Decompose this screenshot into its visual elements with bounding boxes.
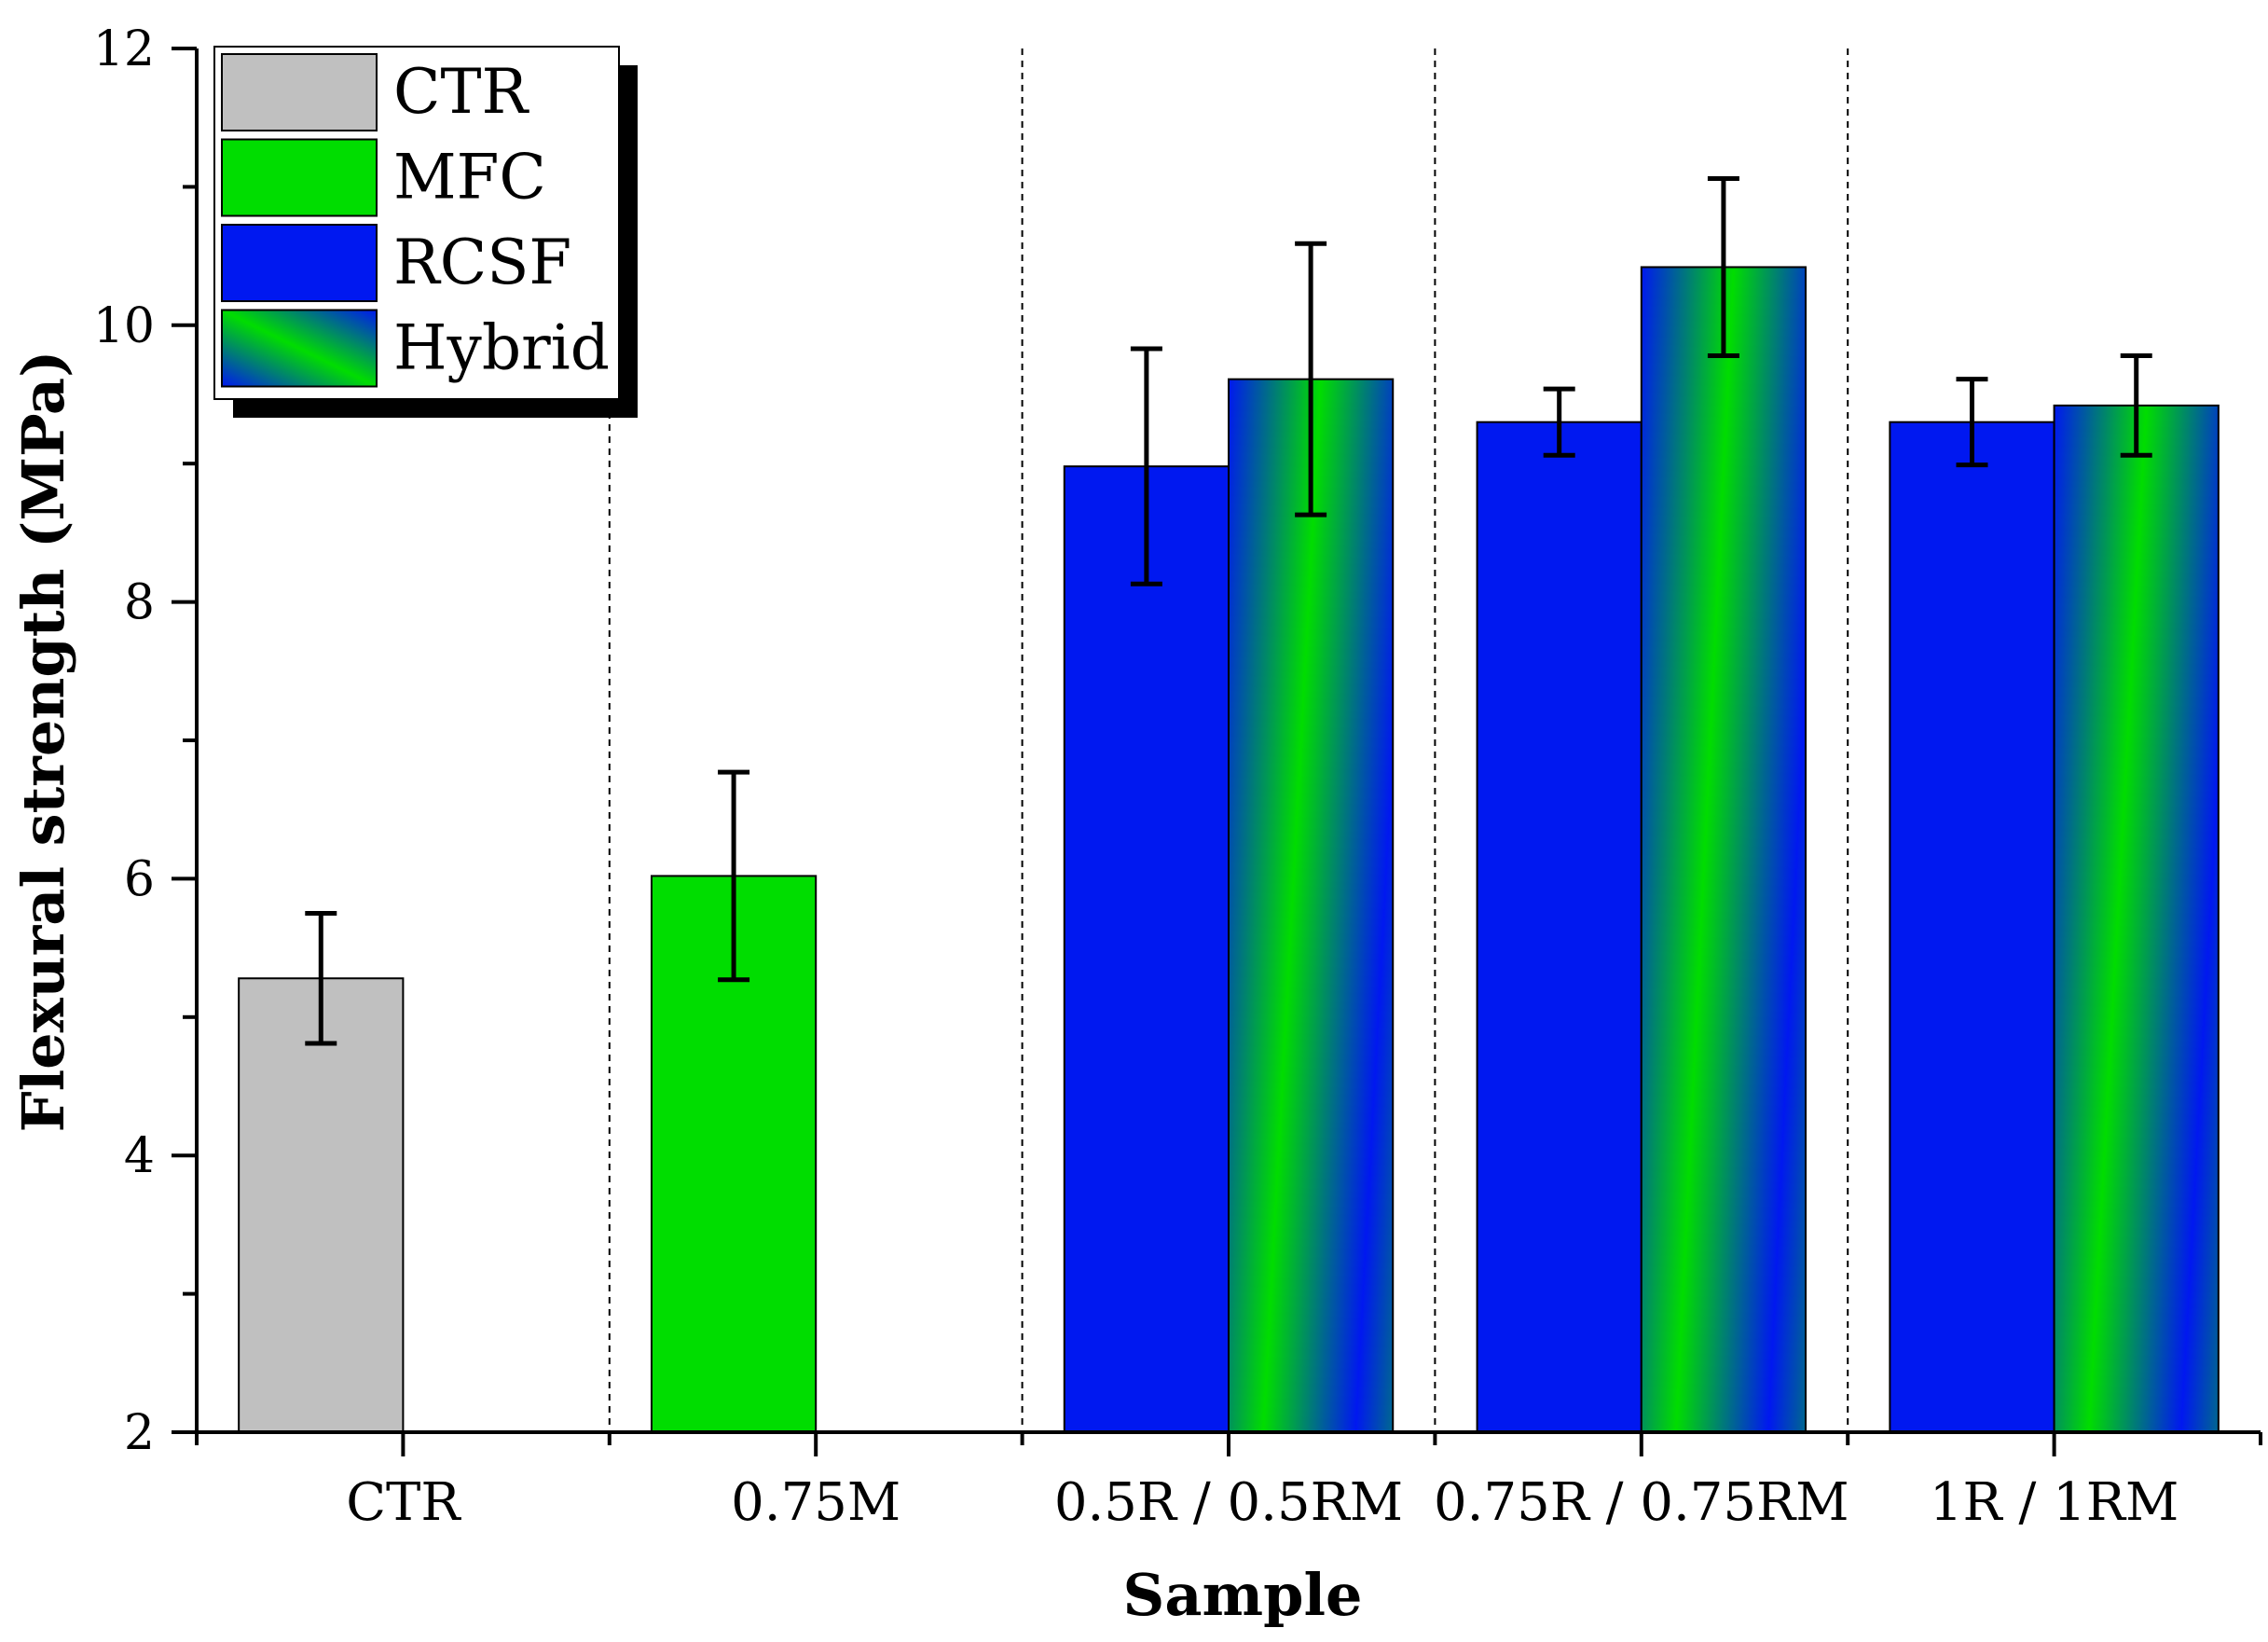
- legend-item-hybrid: Hybrid: [221, 309, 610, 388]
- legend-item-rcsf: RCSF: [221, 224, 571, 302]
- y-tick-label: 8: [124, 575, 155, 631]
- bar-hybrid-0-75r-0-75rm: [1640, 266, 1808, 1433]
- legend-swatch: [221, 224, 378, 302]
- legend-swatch: [221, 309, 378, 388]
- bar-rcsf-0-5r-0-5rm: [1063, 465, 1230, 1434]
- legend-item-ctr: CTR: [221, 53, 530, 131]
- bar-hybrid-1r-1rm: [2053, 404, 2220, 1434]
- x-tick-label: 0.75R / 0.75RM: [1434, 1472, 1849, 1533]
- group-separators: [608, 48, 1849, 1432]
- x-ticks: CTR 0.75M 0.5R / 0.5RM 0.75R / 0.75RM 1R / 1…: [195, 1432, 2262, 1533]
- x-tick-label: 1R / 1RM: [1930, 1472, 2179, 1533]
- legend-item-mfc: MFC: [221, 138, 546, 217]
- error-bar-hybrid-0-5r-0-5rm: [1295, 241, 1327, 517]
- bar-rcsf-0-75r-0-75rm: [1476, 421, 1643, 1433]
- bar-ctr-ctr: [238, 977, 405, 1434]
- error-bars-layer: [305, 175, 2152, 1046]
- error-bar-rcsf-0-5r-0-5rm: [1130, 346, 1162, 586]
- y-tick-label: 2: [124, 1405, 155, 1461]
- error-bar-mfc-0-75m: [718, 769, 750, 983]
- legend-label: Hybrid: [393, 312, 610, 384]
- x-tick-label: CTR: [346, 1472, 461, 1533]
- bar-rcsf-1r-1rm: [1889, 421, 2055, 1433]
- legend-label: MFC: [393, 142, 546, 214]
- bars-layer: [238, 266, 2220, 1434]
- x-tick-label: 0.75M: [731, 1472, 900, 1533]
- error-bar-rcsf-0-75r-0-75rm: [1543, 386, 1575, 458]
- legend-swatch: [221, 138, 378, 217]
- y-axis-title: Flexural strength (MPa): [9, 351, 77, 1133]
- error-bar-rcsf-1r-1rm: [1956, 377, 1988, 468]
- x-axis-title: Sample: [1123, 1561, 1363, 1629]
- error-bar-hybrid-1r-1rm: [2120, 352, 2152, 458]
- y-tick-label: 12: [93, 21, 155, 77]
- legend-swatch: [221, 53, 378, 131]
- legend-label: RCSF: [393, 227, 571, 298]
- legend: CTR MFC RCSF Hybrid: [213, 46, 638, 418]
- legend-label: CTR: [393, 56, 530, 128]
- x-tick-label: 0.5R / 0.5RM: [1054, 1472, 1403, 1533]
- y-ticks: 2 4 6 8 10 12: [93, 21, 197, 1461]
- bar-hybrid-0-5r-0-5rm: [1228, 378, 1395, 1433]
- error-bar-ctr-ctr: [305, 911, 337, 1046]
- error-bar-hybrid-0-75r-0-75rm: [1707, 175, 1739, 358]
- y-tick-label: 10: [93, 298, 155, 354]
- y-tick-label: 4: [124, 1128, 155, 1184]
- y-tick-label: 6: [124, 851, 155, 907]
